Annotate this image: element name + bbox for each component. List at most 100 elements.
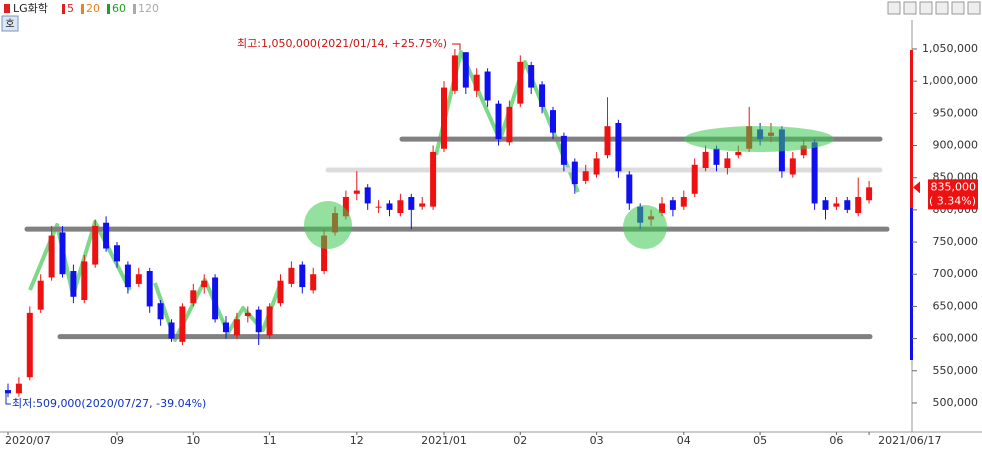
- candle-body: [299, 264, 306, 288]
- annotation-arrow: [452, 43, 461, 50]
- symbol-icon: [4, 4, 10, 13]
- candle-body: [266, 306, 273, 336]
- candle-body: [626, 174, 633, 204]
- candle-body: [430, 151, 437, 207]
- x-tick-label: 2020/07: [5, 434, 51, 447]
- y-tick-label: 900,000: [933, 139, 979, 152]
- candle-body: [528, 65, 535, 88]
- candle-body: [81, 261, 88, 300]
- candle-body: [789, 158, 796, 175]
- button[interactable]: [887, 1, 901, 15]
- candle-body: [680, 197, 687, 207]
- x-tick-label: 09: [110, 434, 124, 447]
- button[interactable]: [967, 1, 981, 15]
- y-tick-label: 600,000: [933, 332, 979, 345]
- candle-body: [146, 271, 153, 307]
- candle-body: [179, 306, 186, 342]
- candle-body: [353, 190, 360, 194]
- candle-body: [15, 383, 22, 394]
- candle-body: [277, 280, 284, 304]
- candle-body: [310, 274, 317, 291]
- candle-body: [702, 151, 709, 169]
- candle-body: [855, 197, 862, 214]
- candle-body: [506, 106, 513, 143]
- candle-body: [255, 309, 262, 333]
- y-tick-label: 700,000: [933, 267, 979, 280]
- candle-body: [48, 235, 55, 278]
- candle-body: [212, 277, 219, 320]
- candle-body: [223, 322, 229, 333]
- candle-body: [26, 312, 33, 378]
- highlight-overlay: [304, 126, 834, 249]
- legend-label: 5: [67, 2, 74, 15]
- candle-body: [114, 245, 120, 262]
- candle-body: [713, 148, 720, 165]
- x-tick-label: 10: [186, 434, 200, 447]
- candle-body: [441, 87, 447, 149]
- button[interactable]: [951, 1, 965, 15]
- candle-body: [724, 158, 731, 169]
- x-tick-label: 05: [753, 434, 767, 447]
- candle-body: [571, 161, 578, 185]
- candle-body: [593, 158, 600, 175]
- toolbar-button[interactable]: [1, 15, 19, 32]
- x-tick-label: 02: [513, 434, 527, 447]
- window-buttons: [887, 1, 981, 15]
- button[interactable]: [919, 1, 933, 15]
- x-tick-label: 11: [263, 434, 277, 447]
- button[interactable]: [903, 1, 917, 15]
- candle-body: [659, 203, 665, 214]
- candle-body: [70, 271, 77, 297]
- legend-label: 120: [138, 2, 159, 15]
- legend-label: 60: [112, 2, 126, 15]
- candle-body: [811, 142, 818, 204]
- x-tick-label: 04: [677, 434, 691, 447]
- candle-body: [408, 197, 415, 210]
- x-tick-label: 03: [590, 434, 604, 447]
- button[interactable]: [935, 1, 949, 15]
- candle-body: [92, 225, 99, 265]
- range-bar: [910, 208, 913, 360]
- legend-swatch: [62, 4, 65, 14]
- candle-body: [168, 322, 175, 339]
- candle-body: [364, 187, 371, 204]
- y-tick-label: 1,050,000: [922, 42, 978, 55]
- candle-body: [669, 200, 676, 210]
- candle-body: [375, 206, 382, 208]
- last-price-label: 835,000: [931, 180, 977, 193]
- candle-body: [59, 232, 66, 275]
- y-tick-label: 550,000: [933, 364, 979, 377]
- range-bar: [910, 50, 913, 208]
- candle-body: [735, 151, 742, 156]
- last-price-change: ( 3.34%): [929, 194, 976, 207]
- y-tick-label: 500,000: [933, 396, 979, 409]
- candle-body: [691, 164, 698, 194]
- candle-body: [397, 200, 404, 214]
- candle-body: [844, 200, 851, 210]
- candle-body: [124, 264, 131, 288]
- candle-body: [201, 280, 208, 288]
- legend-swatch: [107, 4, 110, 14]
- candle-body: [560, 135, 567, 165]
- x-tick-label: 2021/06/17: [878, 434, 941, 447]
- candle-body: [517, 61, 524, 104]
- highlight: [304, 201, 352, 249]
- candle-body: [190, 290, 197, 304]
- candle-body: [451, 55, 458, 91]
- candle-body: [822, 200, 829, 210]
- candle-body: [550, 110, 556, 133]
- candle-body: [386, 203, 393, 210]
- candle-body: [800, 145, 807, 156]
- candle-body: [233, 319, 240, 336]
- candle-body: [37, 280, 44, 310]
- candle-body: [539, 84, 546, 107]
- toolbar-button-label: 호: [5, 18, 14, 30]
- highlight: [684, 126, 834, 152]
- candle-body: [604, 126, 611, 156]
- candle-body: [462, 52, 469, 88]
- candle-body: [244, 312, 251, 317]
- y-tick-label: 650,000: [933, 299, 979, 312]
- candle-body: [866, 187, 873, 201]
